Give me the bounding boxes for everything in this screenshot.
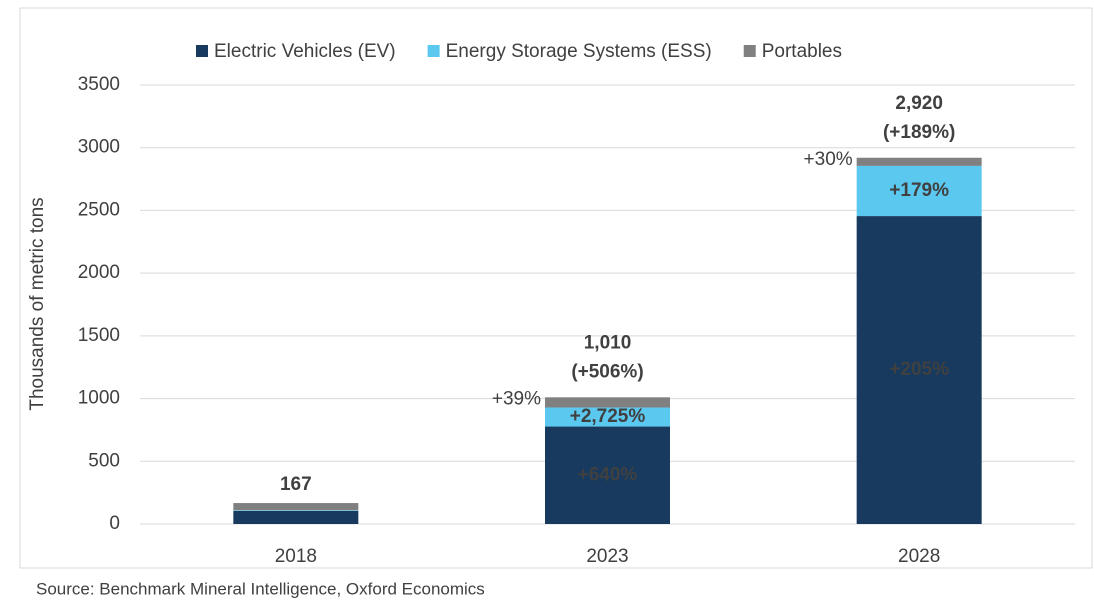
x-tick-label: 2028 [898, 546, 940, 567]
legend-label: Energy Storage Systems (ESS) [446, 41, 712, 62]
legend-swatch [743, 45, 756, 57]
bar-segment [233, 510, 359, 511]
legend-swatch [427, 45, 440, 57]
y-tick-label: 3000 [78, 137, 120, 158]
total-growth-label: (+506%) [571, 361, 643, 382]
total-label: 2,920 [895, 93, 943, 114]
y-axis-label: Thousands of metric tons [27, 197, 48, 410]
y-tick-label: 0 [109, 513, 120, 534]
bar-segment [545, 397, 670, 408]
bar-segment [856, 165, 982, 217]
y-tick-label: 2000 [78, 262, 120, 283]
total-label: 1,010 [584, 332, 632, 353]
bar-segment [233, 503, 359, 511]
segment-label: +30% [804, 149, 853, 170]
bar-segment [545, 426, 670, 524]
legend-label: Electric Vehicles (EV) [214, 41, 396, 62]
total-growth-label: (+189%) [883, 122, 955, 143]
y-tick-label: 500 [88, 450, 120, 471]
y-tick-label: 1000 [78, 388, 120, 409]
bar-segment [856, 157, 982, 166]
x-tick-label: 2018 [275, 546, 317, 567]
segment-label: +2,725% [570, 406, 646, 427]
segment-label: +179% [889, 180, 949, 201]
y-tick-label: 3500 [78, 74, 120, 95]
x-tick-label: 2023 [586, 546, 628, 567]
legend-label: Portables [762, 41, 842, 62]
segment-label: +205% [889, 359, 949, 380]
chart-frame [19, 7, 1093, 569]
bar-segment [233, 510, 359, 524]
y-tick-label: 2500 [78, 199, 120, 220]
total-label: 167 [280, 474, 312, 495]
segment-label: +640% [578, 464, 638, 485]
y-tick-label: 1500 [78, 325, 120, 346]
source: Source: Benchmark Mineral Intelligence, … [36, 579, 485, 598]
segment-label: +39% [492, 388, 541, 409]
bar-segment [545, 407, 670, 427]
legend-swatch [196, 45, 208, 57]
bar-segment [856, 216, 982, 524]
